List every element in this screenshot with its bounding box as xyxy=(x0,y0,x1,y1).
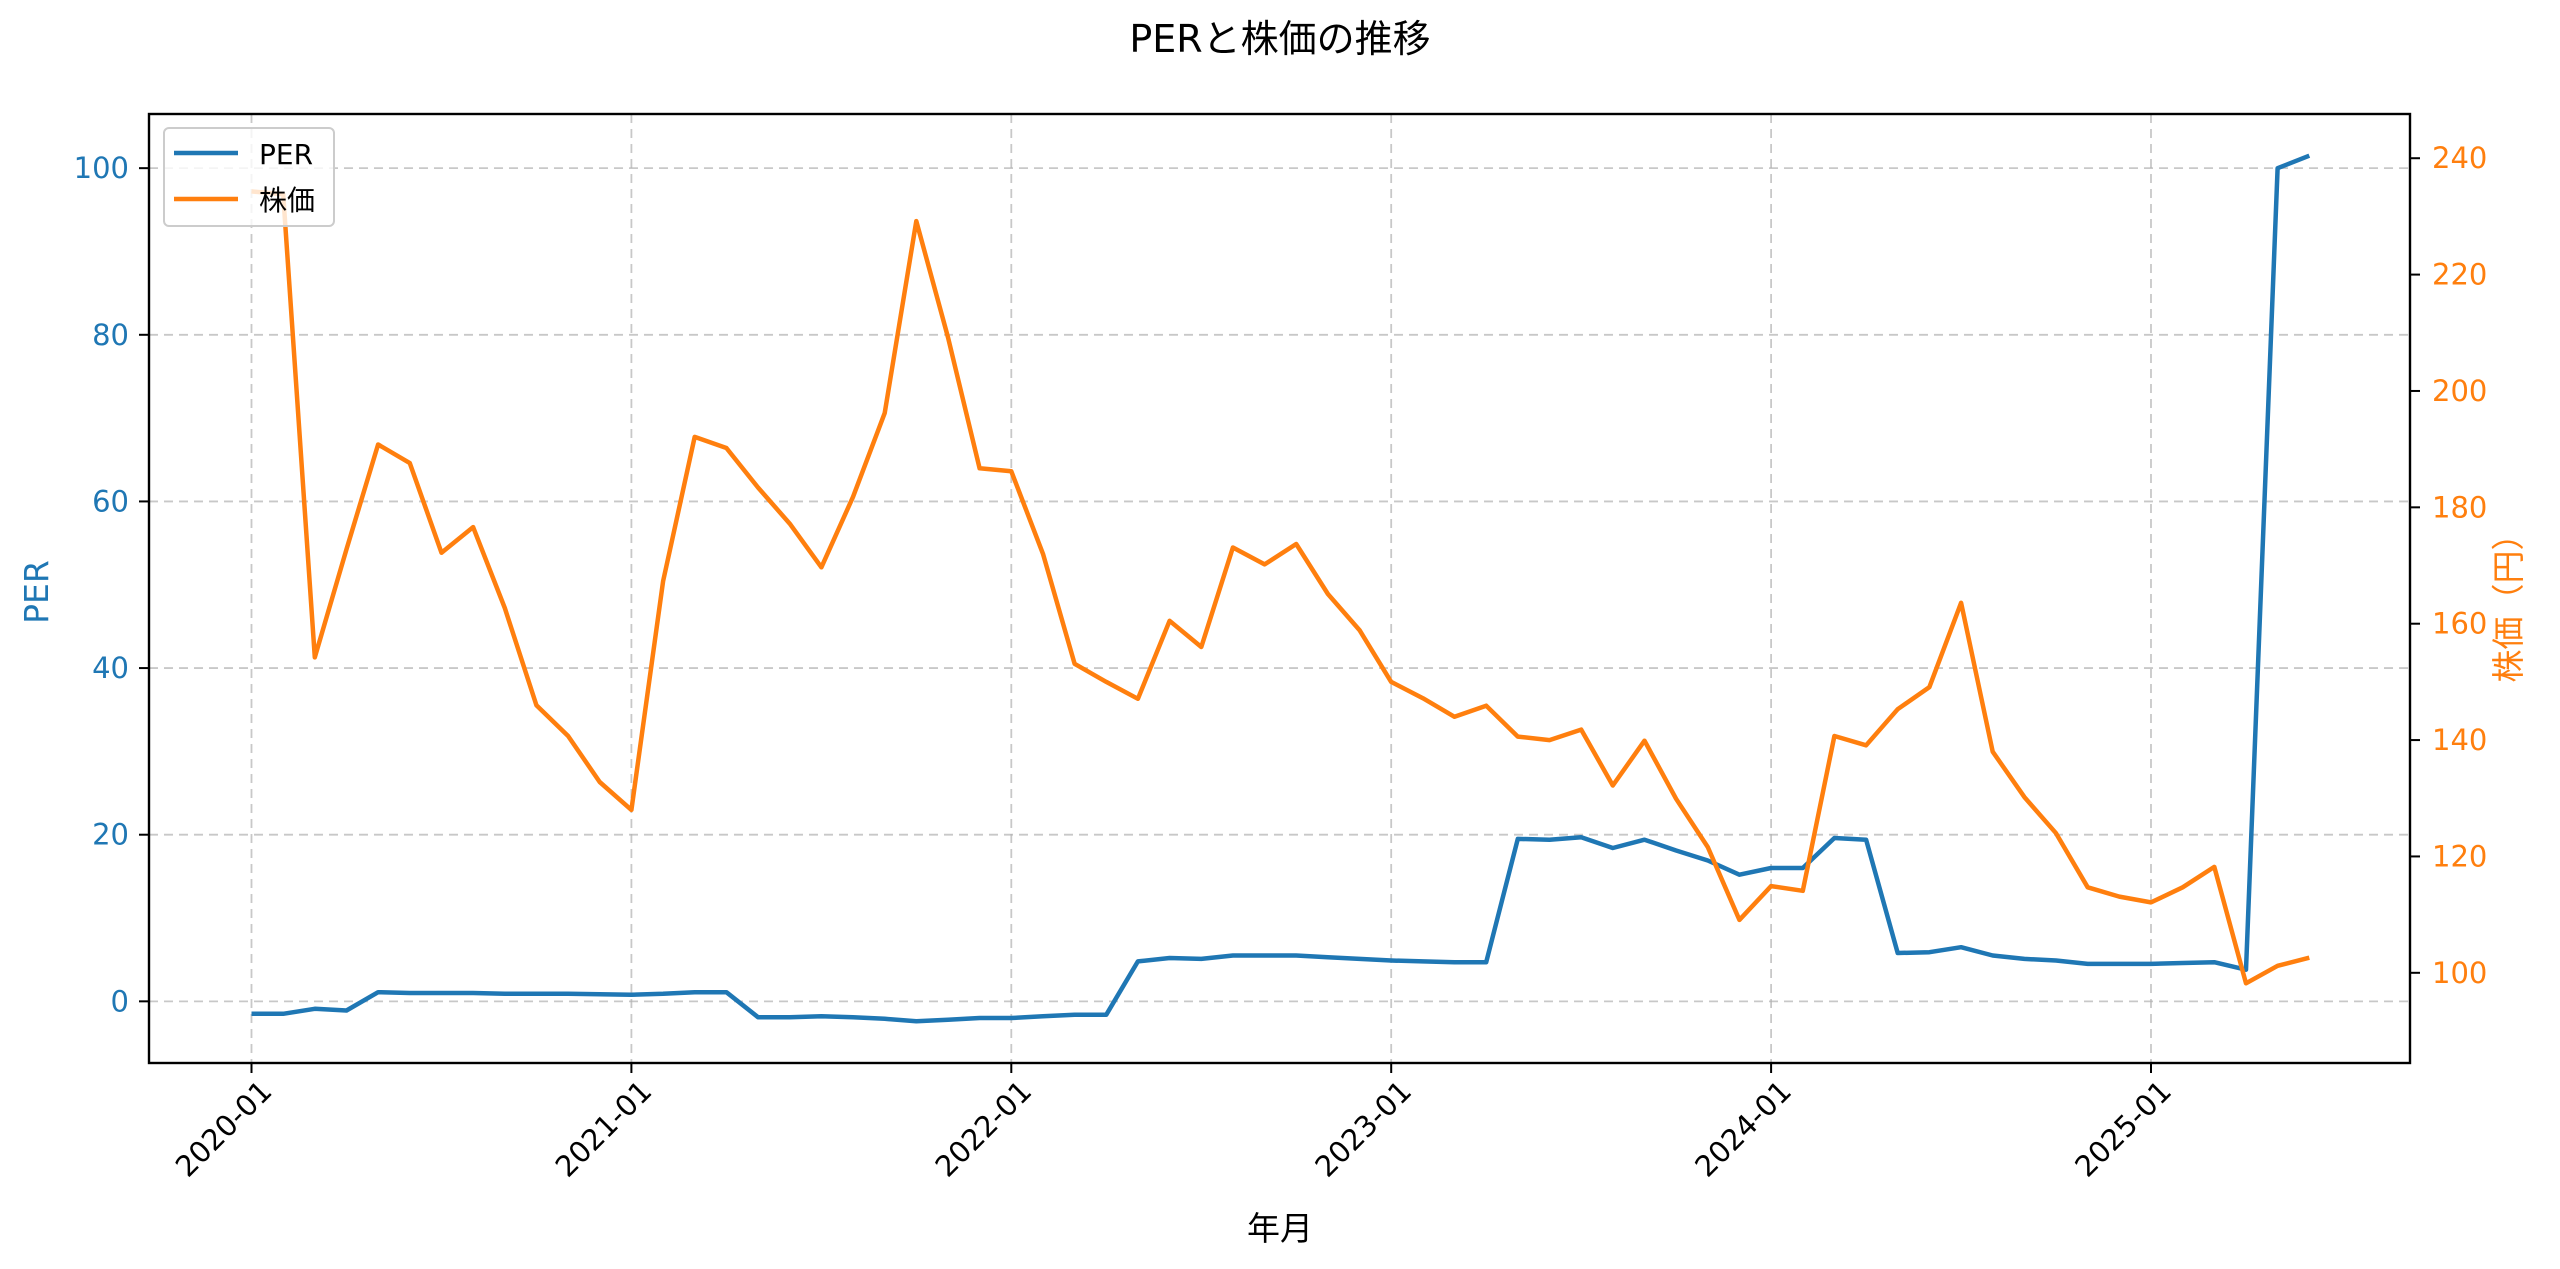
x-tick-label: 2025-01 xyxy=(2068,1074,2178,1184)
left-tick-label: 100 xyxy=(74,151,129,185)
right-tick-label: 200 xyxy=(2432,374,2487,408)
left-tick-label: 0 xyxy=(111,984,129,1018)
grid-lines xyxy=(149,114,2410,1063)
x-tick-label: 2022-01 xyxy=(929,1074,1039,1184)
right-tick-label: 160 xyxy=(2432,607,2487,641)
plot-frame xyxy=(147,112,2412,1065)
right-y-axis: 100 120 140 160 180 200 220 240 xyxy=(2410,141,2487,990)
right-y-axis-label: 株価（円） xyxy=(2489,518,2528,683)
x-tick-label: 2020-01 xyxy=(169,1074,279,1184)
x-tick-label: 2021-01 xyxy=(549,1074,659,1184)
series-lines xyxy=(251,153,2311,1024)
right-tick-label: 240 xyxy=(2432,141,2487,175)
x-axis-label: 年月 xyxy=(1247,1209,1313,1248)
chart-title: PERと株価の推移 xyxy=(1129,17,1430,61)
x-tick-label: 2023-01 xyxy=(1308,1074,1418,1184)
left-tick-label: 20 xyxy=(92,818,129,852)
per-line xyxy=(251,153,2311,1024)
legend-label-per: PER xyxy=(259,138,313,171)
right-tick-label: 220 xyxy=(2432,258,2487,292)
x-axis: 2020-01 2021-01 2022-01 2023-01 2024-01 2025-… xyxy=(169,1063,2178,1184)
left-y-axis: 0 20 40 60 80 100 xyxy=(74,151,149,1018)
right-tick-label: 100 xyxy=(2432,956,2487,990)
left-y-axis-label: PER xyxy=(17,560,56,624)
legend-label-price: 株価 xyxy=(259,184,315,217)
left-tick-label: 40 xyxy=(92,651,129,685)
x-tick-label: 2024-01 xyxy=(1688,1074,1798,1184)
price-line xyxy=(251,189,2310,986)
left-tick-label: 60 xyxy=(92,484,129,518)
right-tick-label: 140 xyxy=(2432,723,2487,757)
left-tick-label: 80 xyxy=(92,318,129,352)
right-tick-label: 180 xyxy=(2432,490,2487,524)
right-tick-label: 120 xyxy=(2432,839,2487,873)
legend: PER 株価 xyxy=(163,127,335,227)
